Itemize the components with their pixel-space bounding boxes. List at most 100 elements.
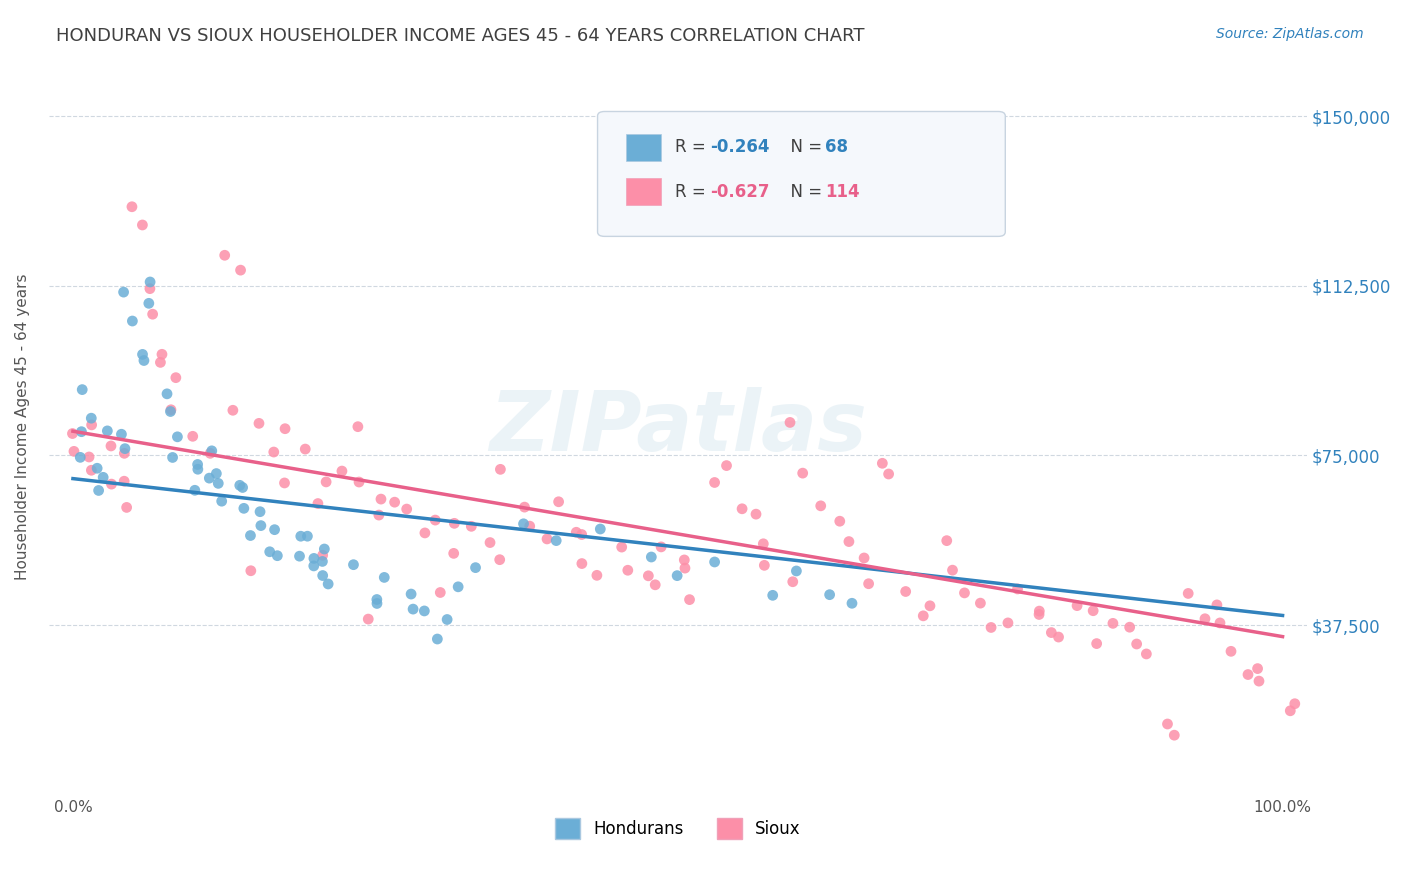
Point (311, 548, 333, 562)
Point (1177, 586, 1199, 600)
Point (114, 442, 136, 456)
Point (232, 480, 254, 494)
Point (488, 552, 510, 566)
Point (785, 564, 807, 578)
Point (436, 613, 458, 627)
Point (156, 387, 179, 401)
Point (779, 416, 801, 430)
Point (297, 529, 319, 543)
Point (479, 535, 502, 549)
Point (912, 608, 935, 623)
Point (159, 404, 181, 418)
Point (149, 355, 172, 369)
Point (366, 592, 388, 607)
Point (1135, 647, 1157, 661)
Point (828, 514, 851, 528)
Point (673, 553, 696, 567)
Point (142, 307, 165, 321)
Point (894, 584, 917, 599)
Point (165, 370, 187, 384)
Point (184, 483, 207, 498)
Point (288, 549, 311, 564)
Point (311, 554, 333, 568)
Point (1220, 644, 1243, 658)
Point (447, 580, 470, 594)
Point (139, 282, 162, 296)
Point (953, 586, 976, 600)
Point (1247, 674, 1270, 689)
Point (87, 483, 110, 498)
Point (342, 558, 364, 572)
Point (330, 464, 353, 478)
Point (70, 425, 93, 439)
Point (565, 525, 588, 540)
Point (100, 439, 122, 453)
Text: N =: N = (780, 183, 828, 201)
Point (980, 620, 1002, 634)
Point (443, 516, 465, 531)
Point (666, 568, 689, 582)
Point (1047, 630, 1070, 644)
Point (617, 563, 640, 577)
Point (413, 604, 436, 618)
Point (745, 507, 768, 521)
Point (426, 632, 449, 646)
Point (69, 450, 91, 465)
Point (138, 296, 160, 310)
Point (546, 533, 568, 548)
Point (187, 462, 209, 476)
Point (1156, 717, 1178, 731)
Point (425, 513, 447, 527)
Text: -0.264: -0.264 (710, 138, 769, 156)
Point (316, 577, 339, 591)
Point (77, 450, 100, 464)
Point (96, 424, 118, 438)
Point (100, 477, 122, 491)
Point (131, 347, 153, 361)
Point (200, 446, 222, 460)
Text: R =: R = (675, 138, 711, 156)
Point (513, 500, 536, 515)
Point (637, 569, 659, 583)
Point (519, 519, 541, 533)
Point (239, 528, 262, 542)
Point (229, 263, 252, 277)
Point (997, 615, 1019, 630)
Point (1102, 616, 1125, 631)
Point (1125, 637, 1147, 651)
Point (357, 612, 380, 626)
Point (610, 540, 633, 554)
Point (139, 275, 162, 289)
Point (838, 534, 860, 549)
Point (307, 497, 329, 511)
Point (187, 458, 209, 472)
Point (818, 588, 841, 602)
Point (239, 564, 262, 578)
Legend: Hondurans, Sioux: Hondurans, Sioux (548, 812, 807, 846)
Point (347, 475, 370, 489)
Point (110, 427, 132, 442)
Point (703, 475, 725, 490)
Text: Source: ZipAtlas.com: Source: ZipAtlas.com (1216, 27, 1364, 41)
Point (259, 545, 281, 559)
Point (314, 541, 336, 556)
Point (181, 429, 204, 443)
Point (1066, 599, 1088, 613)
Point (754, 558, 776, 573)
Point (232, 501, 254, 516)
Point (222, 403, 245, 417)
Point (1237, 667, 1260, 681)
Point (1085, 637, 1108, 651)
Point (571, 557, 593, 571)
Point (703, 555, 725, 569)
Text: HONDURAN VS SIOUX HOUSEHOLDER INCOME AGES 45 - 64 YEARS CORRELATION CHART: HONDURAN VS SIOUX HOUSEHOLDER INCOME AGE… (56, 27, 865, 45)
Point (969, 596, 991, 610)
Point (399, 587, 422, 601)
Point (205, 467, 228, 481)
Point (132, 353, 155, 368)
Point (315, 475, 337, 489)
Point (366, 597, 388, 611)
Point (1040, 625, 1063, 640)
Point (1284, 697, 1306, 711)
Point (1209, 615, 1232, 630)
